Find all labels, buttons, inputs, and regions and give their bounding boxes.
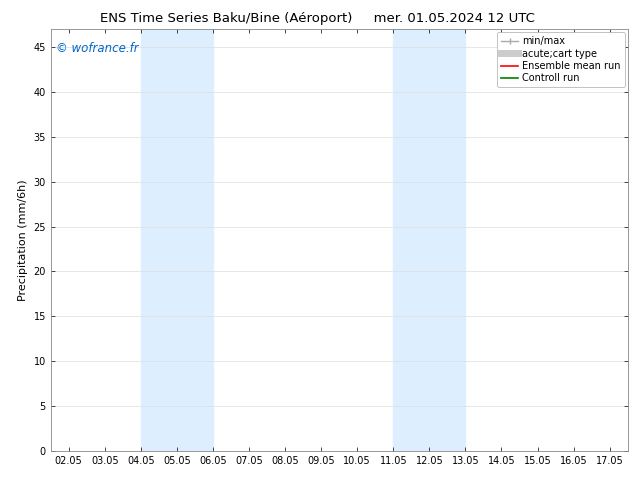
Text: © wofrance.fr: © wofrance.fr: [56, 42, 139, 55]
Legend: min/max, acute;cart type, Ensemble mean run, Controll run: min/max, acute;cart type, Ensemble mean …: [497, 32, 624, 87]
Y-axis label: Precipitation (mm/6h): Precipitation (mm/6h): [18, 179, 28, 301]
Text: ENS Time Series Baku/Bine (Aéroport)     mer. 01.05.2024 12 UTC: ENS Time Series Baku/Bine (Aéroport) mer…: [100, 12, 534, 25]
Bar: [393, 29, 465, 451]
Bar: [141, 29, 213, 451]
